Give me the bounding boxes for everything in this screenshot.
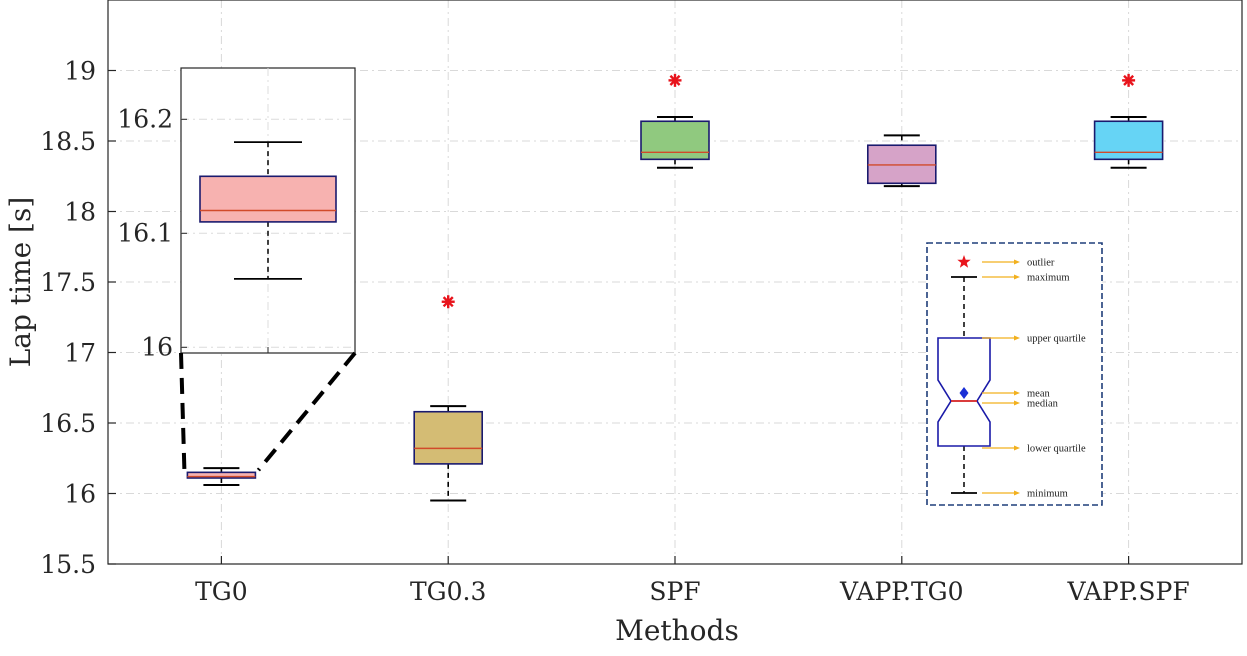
inset-tick-label: 16.2 <box>117 104 173 133</box>
legend-arrowhead <box>1014 259 1020 265</box>
legend-outlier-star <box>957 255 971 268</box>
y-tick-label: 17 <box>64 339 96 368</box>
box-body <box>1093 120 1164 161</box>
zoom-connector-right <box>256 351 357 472</box>
y-tick-label: 16 <box>64 480 96 509</box>
legend-label: maximum <box>1027 273 1070 284</box>
y-axis-label: Lap time [s] <box>4 197 37 368</box>
x-tick-label: TG0.3 <box>410 577 486 606</box>
legend-label: lower quartile <box>1027 444 1086 455</box>
box-body <box>866 144 937 185</box>
legend-arrowhead <box>1014 400 1020 406</box>
legend-mean-marker <box>959 387 969 399</box>
x-axis: TG0 TG0.3 SPF VAPP.TG0 VAPP.SPF <box>195 556 1190 606</box>
y-tick-label: 15.5 <box>40 550 96 579</box>
y-tick-label: 17.5 <box>40 268 96 297</box>
box-tg0 <box>186 467 257 487</box>
legend-arrowhead <box>1014 335 1020 341</box>
y-tick-label: 16.5 <box>40 409 96 438</box>
outlier-marker <box>1122 73 1136 87</box>
zoom-inset: 16 16.1 16.2 <box>117 67 357 472</box>
legend-label: median <box>1027 399 1059 410</box>
x-tick-label: VAPP.TG0 <box>839 577 964 606</box>
box-series <box>186 73 1164 502</box>
legend-label: upper quartile <box>1027 334 1086 345</box>
box-vapp-tg0 <box>866 134 937 188</box>
x-tick-label: VAPP.SPF <box>1066 577 1189 606</box>
legend-label: outlier <box>1027 258 1055 269</box>
legend-arrowhead <box>1014 390 1020 396</box>
y-tick-label: 18.5 <box>40 127 96 156</box>
box-spf <box>640 73 710 169</box>
outlier-marker <box>441 295 455 309</box>
inset-tick-label: 16 <box>141 332 173 361</box>
y-tick-label: 19 <box>64 57 96 86</box>
inset-tick-label: 16.1 <box>117 218 173 247</box>
legend-arrowhead <box>1014 274 1020 280</box>
x-axis-label: Methods <box>615 614 739 647</box>
y-tick-label: 18 <box>64 198 96 227</box>
x-tick-label: TG0 <box>195 577 248 606</box>
legend-arrowhead <box>1014 490 1020 496</box>
legend-label: minimum <box>1027 489 1068 500</box>
y-axis: 15.5 16 16.5 17 17.5 18 18.5 19 <box>40 57 116 579</box>
outlier-marker <box>668 73 682 87</box>
legend-label: mean <box>1027 389 1050 400</box>
zoom-connector-left <box>179 352 187 471</box>
box-vapp-spf <box>1093 73 1164 169</box>
box-body <box>413 410 484 465</box>
box-body <box>186 471 257 479</box>
x-tick-label: SPF <box>649 577 700 606</box>
box-tg0-3 <box>413 295 484 502</box>
box-body <box>640 120 710 161</box>
legend-arrowhead <box>1014 445 1020 451</box>
inset-box-body <box>199 175 337 223</box>
